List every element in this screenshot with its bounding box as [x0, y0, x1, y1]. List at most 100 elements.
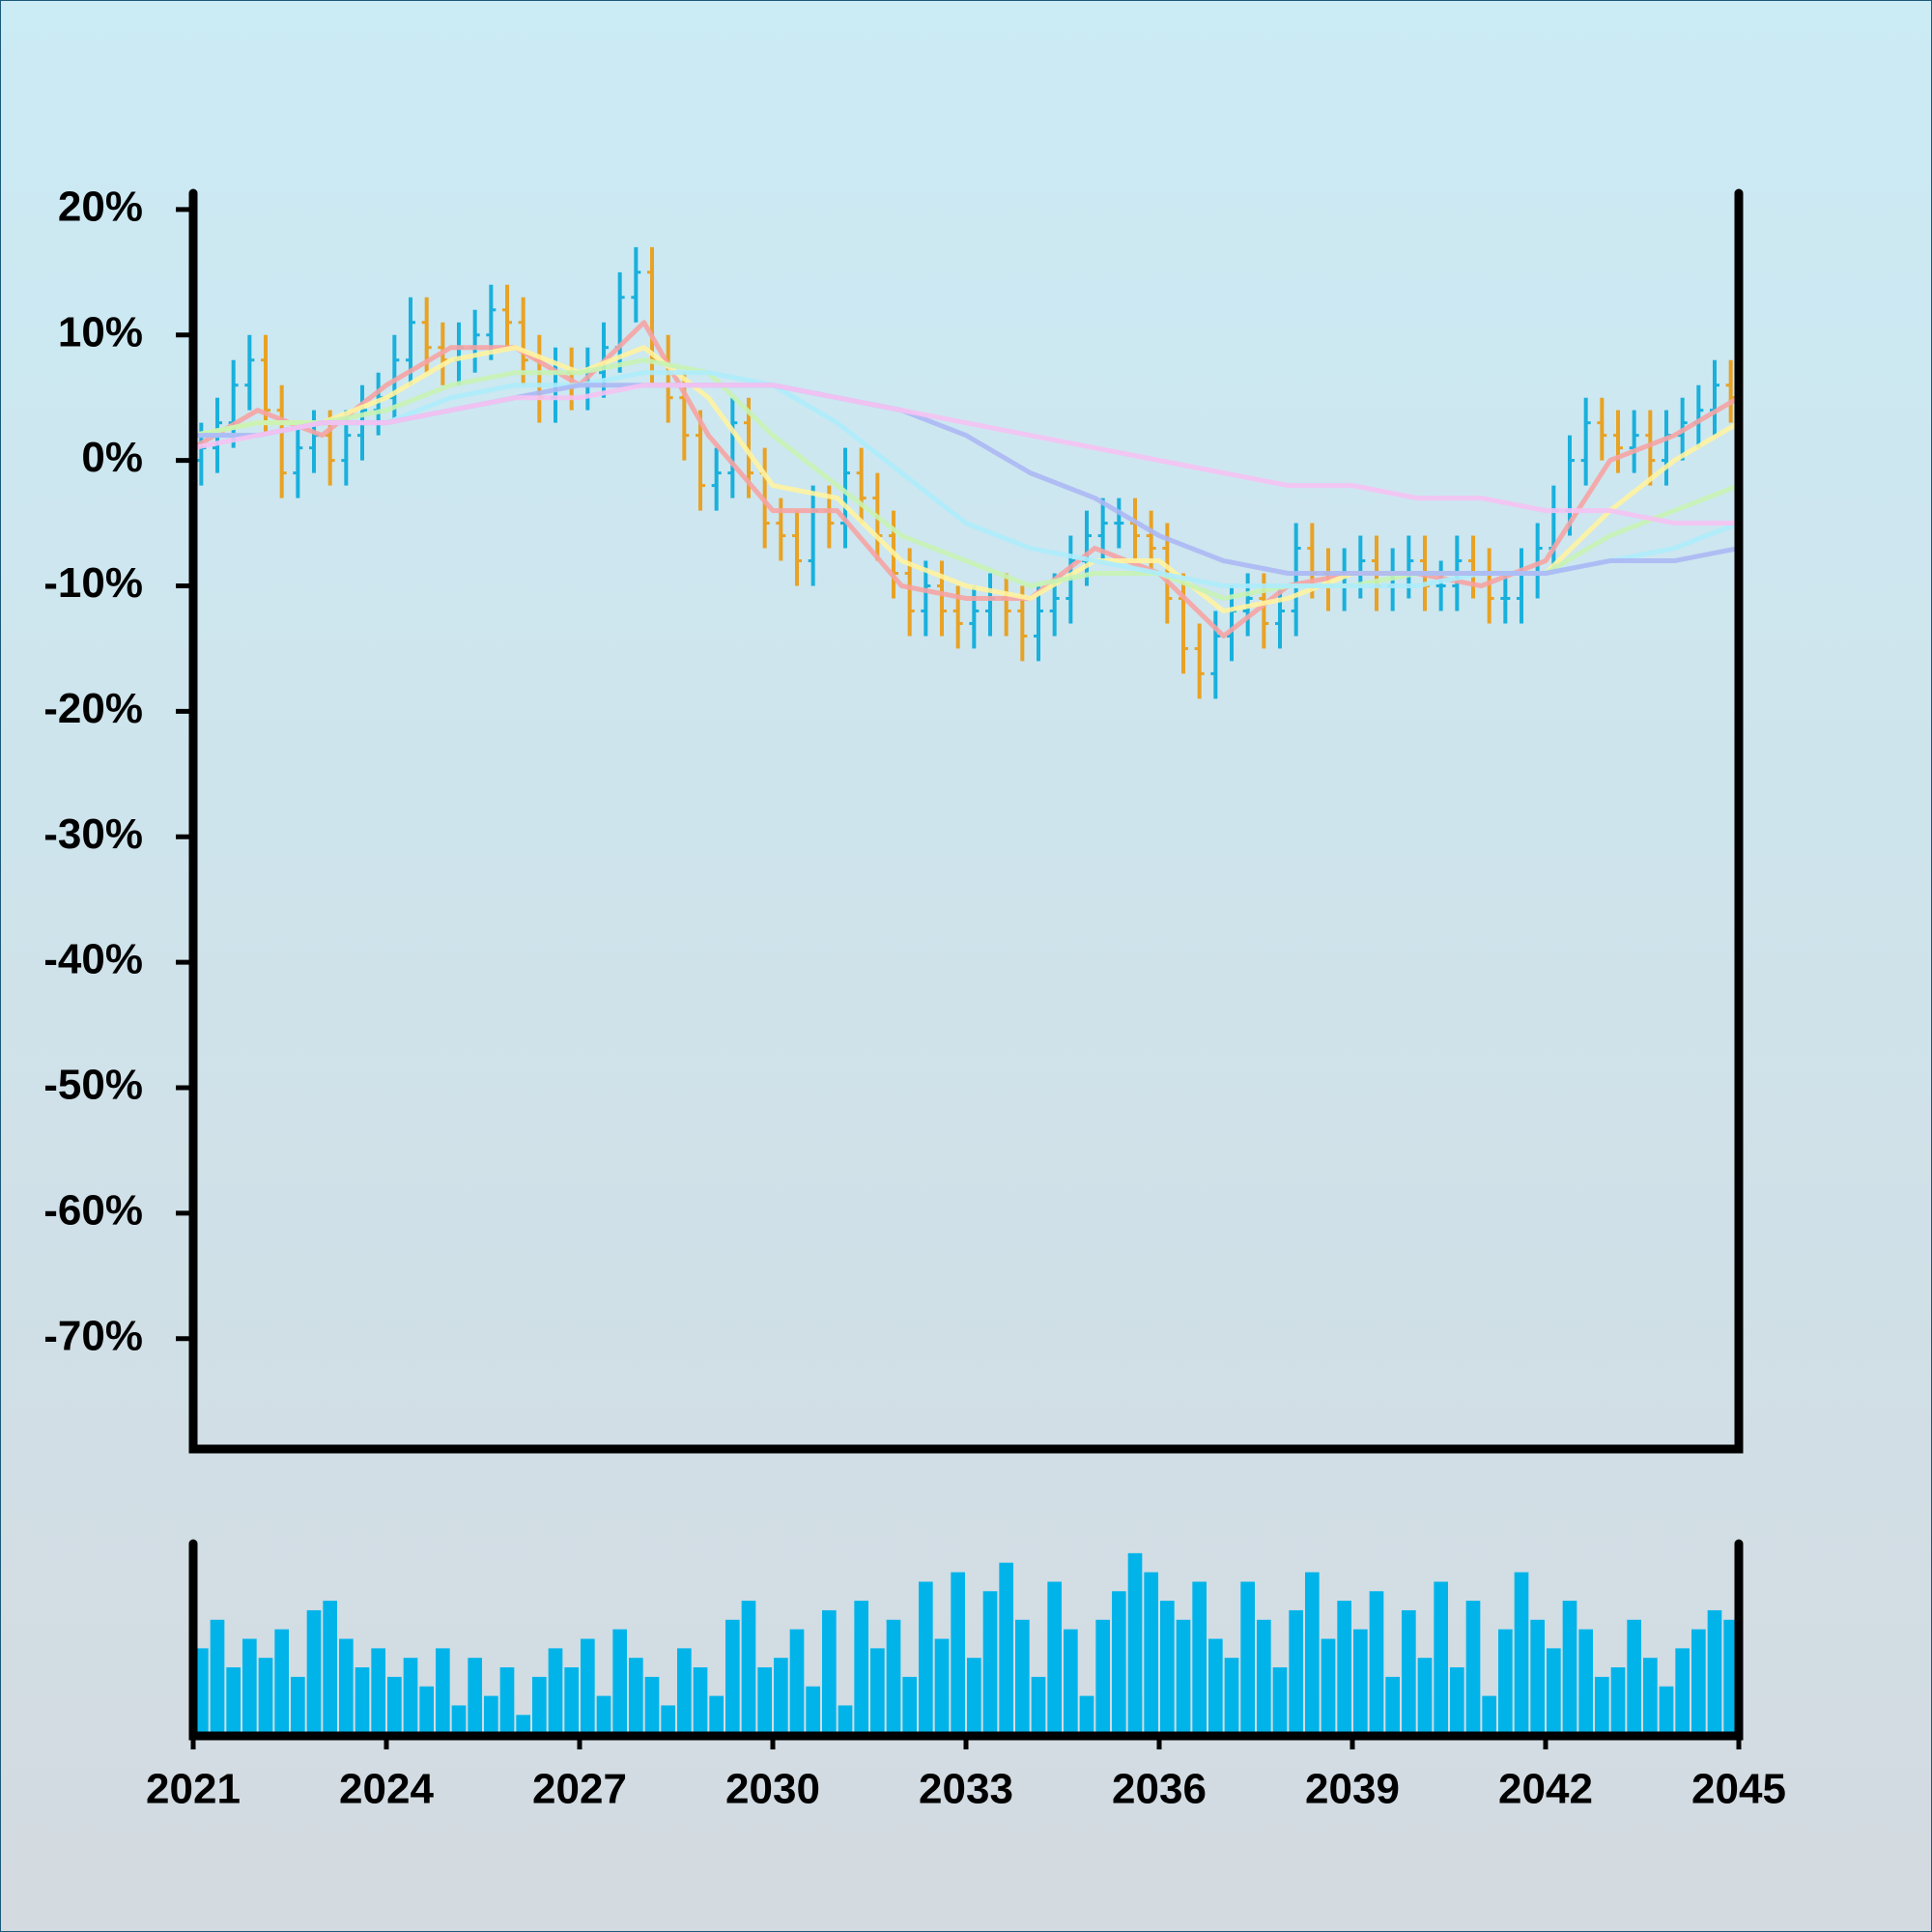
volume-bar — [919, 1581, 933, 1734]
volume-bar — [596, 1695, 611, 1734]
volume-bar — [1691, 1629, 1706, 1734]
volume-bar — [1675, 1648, 1690, 1734]
volume-bar — [274, 1629, 289, 1734]
x-tick-label: 2045 — [1691, 1766, 1786, 1813]
volume-bar — [1289, 1609, 1303, 1734]
volume-bar — [806, 1686, 820, 1734]
volume-bar — [1015, 1619, 1030, 1734]
volume-bar — [1482, 1695, 1496, 1734]
volume-bar — [644, 1676, 660, 1734]
volume-bar — [258, 1658, 273, 1734]
volume-bar — [1610, 1667, 1626, 1734]
volume-bar — [194, 1648, 209, 1734]
volume-bar — [951, 1572, 965, 1734]
volume-bar — [1160, 1601, 1175, 1734]
volume-bar — [774, 1658, 788, 1734]
volume-bar — [1450, 1667, 1464, 1734]
volume-bar — [1305, 1572, 1320, 1734]
volume-bar — [1240, 1581, 1255, 1734]
volume-bar — [629, 1658, 643, 1734]
volume-bar — [210, 1619, 225, 1734]
volume-bar — [1643, 1658, 1658, 1734]
y-tick-label: -10% — [43, 559, 143, 607]
volume-bar — [468, 1658, 482, 1734]
volume-bar — [1112, 1591, 1126, 1734]
volume-bar — [1079, 1695, 1094, 1734]
volume-bar — [1192, 1581, 1207, 1734]
volume-bar — [999, 1562, 1013, 1734]
volume-bar — [371, 1648, 385, 1734]
volume-bar — [226, 1667, 241, 1734]
y-tick-label: -30% — [43, 810, 143, 858]
volume-bar — [1530, 1619, 1545, 1734]
volume-bar — [1465, 1601, 1481, 1734]
volume-bar — [323, 1601, 337, 1734]
volume-bar — [709, 1695, 724, 1734]
volume-bar — [1498, 1629, 1513, 1734]
plot — [191, 246, 1741, 1734]
moving-average — [191, 320, 1741, 639]
volume-bar — [1208, 1638, 1223, 1734]
y-tick-label: -60% — [43, 1186, 143, 1234]
volume-bar — [612, 1629, 627, 1734]
volume-bar — [934, 1638, 950, 1734]
x-tick-label: 2039 — [1305, 1766, 1400, 1813]
volume-bar — [1144, 1572, 1158, 1734]
volume-bar — [693, 1667, 708, 1734]
volume-bar — [581, 1638, 595, 1734]
y-tick-label: -20% — [43, 685, 143, 732]
volume-bar — [355, 1667, 370, 1734]
volume-bar — [1047, 1581, 1062, 1734]
moving-average — [192, 383, 1739, 526]
volume-bar — [789, 1629, 805, 1734]
y-tick-label: -40% — [43, 936, 143, 983]
volume-bar — [1659, 1686, 1674, 1734]
x-tick-label: 2042 — [1498, 1766, 1593, 1813]
volume-bar — [291, 1676, 305, 1734]
y-tick-label: -50% — [43, 1062, 143, 1109]
volume-bar — [1707, 1609, 1722, 1734]
price-frame — [188, 188, 1744, 1454]
volume-bar — [1369, 1591, 1384, 1734]
volume-bar — [982, 1591, 998, 1734]
volume-bar — [1402, 1609, 1416, 1734]
volume-bar — [1547, 1648, 1561, 1734]
volume-bar — [854, 1601, 868, 1734]
y-tick-label: 10% — [58, 308, 143, 355]
volume-bar — [757, 1667, 772, 1734]
volume-bar — [1385, 1676, 1400, 1734]
volume-bar — [1627, 1619, 1641, 1734]
volume-bar — [1272, 1667, 1288, 1734]
volume-bar — [484, 1695, 498, 1734]
volume-bar — [1321, 1638, 1336, 1734]
volume-bar — [242, 1638, 257, 1734]
volume-bar — [1417, 1658, 1433, 1734]
volume-bar — [1176, 1619, 1191, 1734]
volume-bar — [1434, 1581, 1448, 1734]
volume-bar — [886, 1619, 901, 1734]
volume-bar — [532, 1676, 547, 1734]
volume-bar — [1095, 1619, 1110, 1734]
volume-bar — [1514, 1572, 1529, 1734]
volume-bar — [725, 1619, 740, 1734]
volume-bar — [1224, 1658, 1239, 1734]
volume-bar — [516, 1715, 530, 1734]
x-tick-label: 2024 — [339, 1766, 434, 1813]
volume-bar — [822, 1609, 837, 1734]
volume-bar — [451, 1705, 467, 1734]
volume-bar — [1127, 1552, 1143, 1734]
volume-bar — [1723, 1619, 1738, 1734]
x-tick-label: 2021 — [146, 1766, 241, 1813]
volume-bar — [1337, 1601, 1351, 1734]
volume-bar — [677, 1648, 692, 1734]
x-tick-label: 2030 — [725, 1766, 820, 1813]
x-tick-label: 2033 — [919, 1766, 1013, 1813]
volume-bar — [1353, 1629, 1368, 1734]
volume-bar — [306, 1609, 322, 1734]
volume-bar — [1257, 1619, 1271, 1734]
volume-bar — [548, 1648, 563, 1734]
volume-bar — [902, 1676, 917, 1734]
